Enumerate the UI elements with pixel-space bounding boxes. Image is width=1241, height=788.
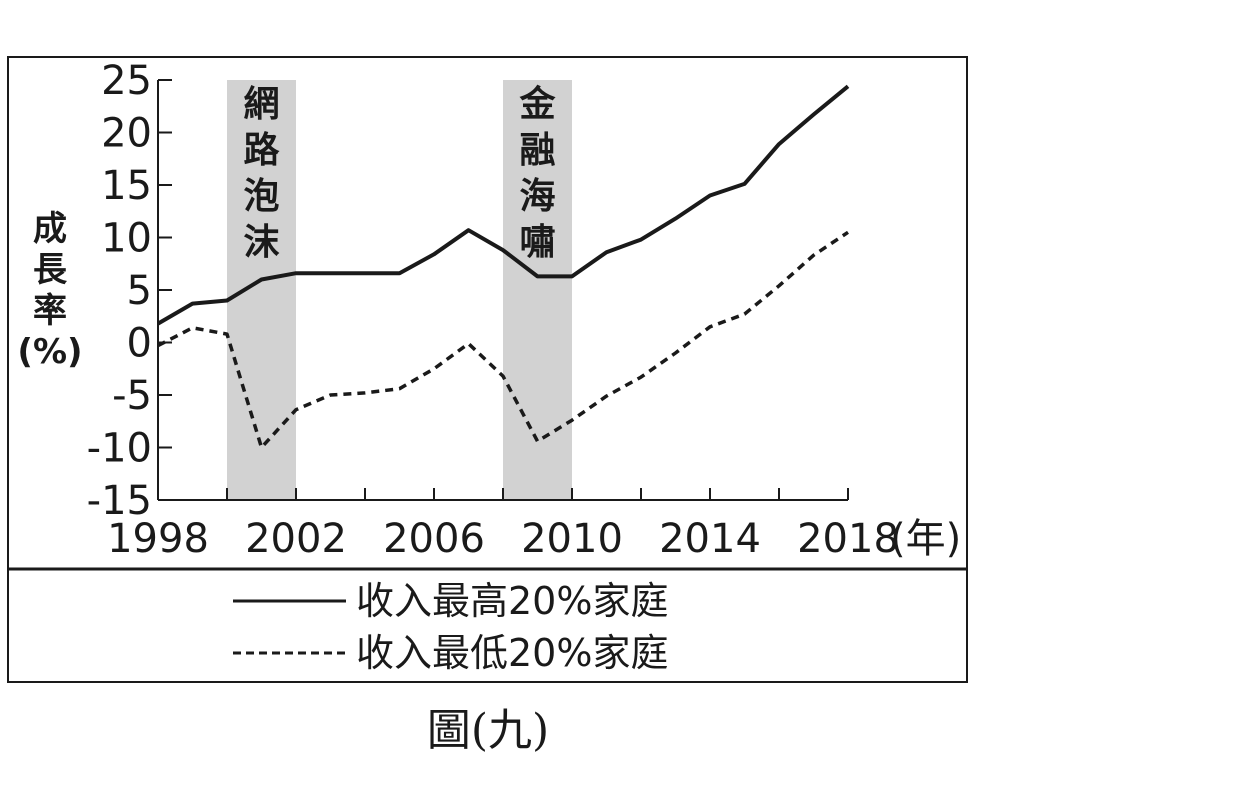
shaded-period-1-label-char: 嘯 bbox=[519, 222, 555, 263]
chart-frame bbox=[7, 56, 968, 683]
legend: 收入最高20%家庭 收入最低20%家庭 bbox=[233, 579, 668, 675]
y-tick-label: 15 bbox=[101, 163, 152, 209]
series-line-lowest-20 bbox=[157, 230, 849, 450]
y-axis-label: 成長率(%) bbox=[17, 209, 82, 372]
y-axis-label-char: 長 bbox=[33, 250, 68, 290]
shaded-period-1-label-char: 海 bbox=[519, 176, 555, 217]
y-tick-label: -10 bbox=[87, 426, 152, 472]
x-tick-label: 2014 bbox=[659, 516, 761, 562]
shaded-period-0-label-char: 路 bbox=[243, 130, 280, 171]
y-tick-label: 10 bbox=[101, 216, 152, 262]
series-lines bbox=[156, 84, 850, 450]
y-ticks: 25 20 15 10 5 0 -5 -10 -15 bbox=[87, 58, 172, 524]
y-tick-label: 0 bbox=[127, 321, 152, 367]
shaded-period-0-label-char: 泡 bbox=[243, 176, 279, 217]
y-tick-label: 5 bbox=[127, 268, 152, 314]
figure-caption: 圖(九) bbox=[427, 705, 549, 756]
x-tick-label: 2010 bbox=[521, 516, 623, 562]
y-axis-label-char: (%) bbox=[17, 332, 82, 372]
y-tick-label: -15 bbox=[87, 478, 152, 524]
series-line-highest-20 bbox=[156, 84, 850, 326]
x-unit-label: (年) bbox=[890, 516, 961, 562]
x-tick-label: 2002 bbox=[245, 516, 347, 562]
shaded-period-1-label-char: 金 bbox=[518, 83, 556, 125]
x-tick-label: 2006 bbox=[383, 516, 485, 562]
y-tick-label: -5 bbox=[112, 373, 152, 419]
shaded-period-0-label-char: 沫 bbox=[243, 222, 279, 263]
y-axis-label-char: 成 bbox=[33, 209, 67, 249]
x-ticks: 1998 2002 2006 2010 2014 2018 bbox=[107, 488, 899, 562]
y-tick-label: 20 bbox=[101, 111, 152, 157]
legend-label-bottom: 收入最低20%家庭 bbox=[356, 631, 668, 675]
legend-label-top: 收入最高20%家庭 bbox=[356, 579, 668, 623]
shaded-period-1 bbox=[503, 80, 572, 500]
x-tick-label: 1998 bbox=[107, 516, 209, 562]
y-axis-label-char: 率 bbox=[33, 291, 67, 331]
x-tick-label: 2018 bbox=[797, 516, 899, 562]
shaded-period-0-label-char: 網 bbox=[243, 84, 279, 125]
shaded-period-1-label-char: 融 bbox=[519, 130, 555, 171]
shaded-period-0 bbox=[227, 80, 296, 500]
y-tick-label: 25 bbox=[101, 58, 152, 104]
